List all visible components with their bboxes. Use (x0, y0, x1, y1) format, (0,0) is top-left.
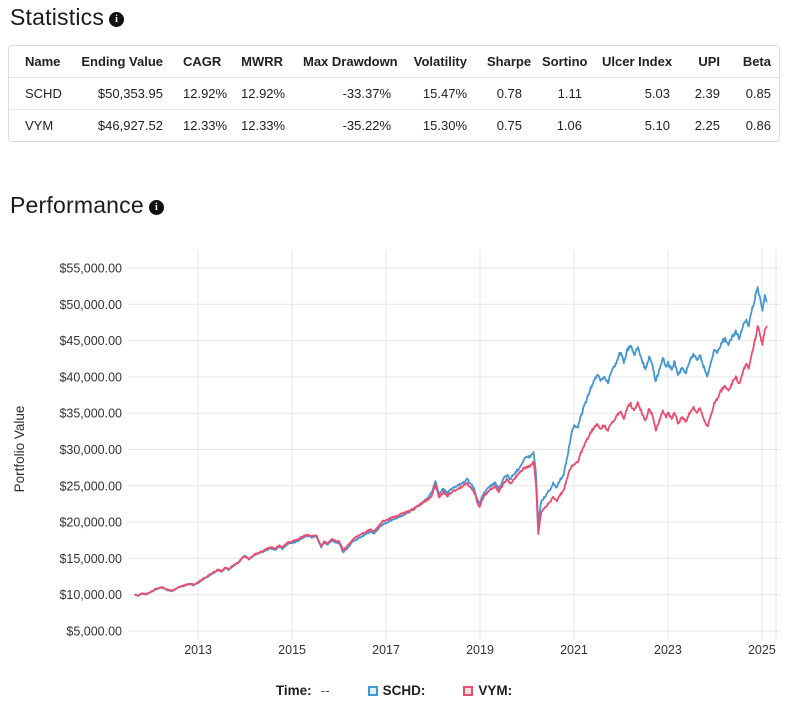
stat-value: 0.78 (496, 86, 522, 101)
y-axis-tick-label: $25,000.00 (59, 479, 122, 493)
stat-value: 0.75 (496, 118, 522, 133)
y-axis-tick-label: $10,000.00 (59, 588, 122, 602)
performance-title: Performance (10, 192, 144, 218)
stat-value: 1.06 (556, 118, 582, 133)
stat-value: 1.11 (557, 86, 582, 101)
column-header-volatility: Volatility (413, 54, 467, 69)
stat-value: $46,927.52 (97, 118, 163, 133)
statistics-title: Statistics (10, 4, 105, 30)
line-chart-canvas[interactable]: $55,000.00 $50,000.00 $45,000.00 $40,000.00… (0, 243, 788, 668)
y-axis-tick-label: $40,000.00 (59, 370, 122, 384)
legend-item-schd[interactable]: SCHD: (367, 683, 426, 698)
stat-value: 15.30% (422, 118, 467, 133)
chart-legend: Time: -- SCHD: VYM: (0, 683, 788, 698)
x-axis-tick-label: 2017 (372, 643, 400, 657)
stat-value: 12.92% (241, 86, 286, 101)
info-icon[interactable]: i (109, 11, 125, 27)
stat-value: -35.22% (342, 118, 391, 133)
stat-value: 2.25 (694, 118, 720, 133)
stat-value: 0.86 (745, 118, 771, 133)
y-axis-tick-label: $55,000.00 (59, 262, 122, 276)
y-axis-title: Portfolio Value (12, 406, 27, 493)
y-axis-tick-label: $20,000.00 (59, 516, 122, 530)
ticker-name: SCHD (25, 86, 62, 101)
column-header-mwrr: MWRR (241, 54, 283, 69)
column-header-name: Name (25, 54, 61, 69)
stat-value: $50,353.95 (97, 86, 163, 101)
stat-value: 12.33% (183, 118, 228, 133)
legend-label: VYM: (478, 683, 513, 698)
y-axis-tick-label: $30,000.00 (59, 443, 122, 457)
performance-title-row: Performance i (0, 188, 788, 219)
stat-value: 12.92% (183, 86, 228, 101)
table-header-row: Name Ending Value CAGR MWRR Max Drawdown Vola… (9, 46, 779, 78)
stat-value: 2.39 (694, 86, 720, 101)
y-axis-tick-label: $50,000.00 (59, 298, 122, 312)
x-axis-tick-label: 2013 (184, 643, 212, 657)
y-axis-tick-label: $35,000.00 (59, 407, 122, 421)
table-row-schd: SCHD $50,353.95 12.92% 12.92% -33.37% 15.47% 0… (9, 78, 779, 110)
column-header-sortino: Sortino (542, 54, 588, 69)
legend-swatch-vym (463, 685, 474, 696)
info-icon[interactable]: i (148, 199, 164, 215)
x-axis-tick-label: 2025 (748, 643, 776, 657)
y-axis-tick-label: $15,000.00 (59, 552, 122, 566)
x-axis-tick-label: 2021 (560, 643, 588, 657)
statistics-section: Statistics i Name Ending Value CAGR MWRR Max… (0, 0, 788, 142)
statistics-table-card: Name Ending Value CAGR MWRR Max Drawdown Vola… (8, 45, 780, 142)
stat-value: 0.85 (745, 86, 771, 101)
stat-value: -33.37% (342, 86, 391, 101)
statistics-table: Name Ending Value CAGR MWRR Max Drawdown Vola… (9, 46, 779, 142)
stat-value: 5.03 (644, 86, 670, 101)
performance-section: Performance i $55,000.00 $50,000.00 $45,00… (0, 188, 788, 698)
legend-label: SCHD: (382, 683, 426, 698)
x-axis-tick-label: 2019 (466, 643, 494, 657)
column-header-ending-value: Ending Value (81, 54, 163, 69)
series-line-vym[interactable] (134, 325, 768, 597)
legend-time-label: Time: (275, 683, 312, 698)
stat-value: 5.10 (644, 118, 670, 133)
column-header-sharpe: Sharpe (487, 54, 532, 69)
legend-time: Time: -- (276, 683, 330, 698)
column-header-upi: UPI (698, 54, 720, 69)
column-header-cagr: CAGR (183, 54, 222, 69)
column-header-beta: Beta (742, 54, 771, 69)
legend-item-vym[interactable]: VYM: (463, 683, 512, 698)
column-header-ulcer-index: Ulcer Index (602, 54, 673, 69)
y-axis-tick-label: $45,000.00 (59, 334, 122, 348)
legend-swatch-schd (367, 685, 378, 696)
legend-time-value: -- (320, 683, 330, 698)
performance-chart[interactable]: $55,000.00 $50,000.00 $45,000.00 $40,000.00… (0, 243, 788, 698)
stat-value: 12.33% (241, 118, 286, 133)
x-axis-tick-label: 2015 (278, 643, 306, 657)
x-axis-tick-label: 2023 (654, 643, 682, 657)
series-line-schd[interactable] (134, 286, 768, 597)
statistics-title-row: Statistics i (0, 0, 788, 31)
column-header-max-drawdown: Max Drawdown (303, 54, 398, 69)
stat-value: 15.47% (422, 86, 467, 101)
ticker-name: VYM (25, 118, 54, 133)
y-axis-tick-label: $5,000.00 (66, 625, 122, 639)
table-row-vym: VYM $46,927.52 12.33% 12.33% -35.22% 15.30% 0.… (9, 109, 779, 142)
